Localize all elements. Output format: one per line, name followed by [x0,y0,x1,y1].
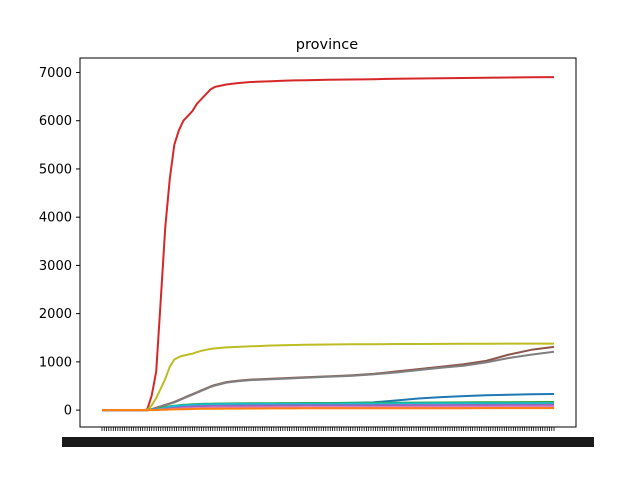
plot-area-frame [79,57,577,428]
series-line-2 [102,342,554,412]
y-axis-ticks: 0 1000 2000 3000 4000 5000 6000 7000 [39,66,80,419]
y-tick-label: 4000 [39,211,72,226]
y-tick-label: 0 [64,404,72,419]
y-tick-label: 6000 [39,114,72,129]
y-tick-label: 3000 [39,259,72,274]
x-tick-labels-overlap [62,437,594,447]
y-tick-label: 7000 [39,66,72,81]
series-line-10 [102,407,554,412]
chart-title: province [296,37,358,53]
y-tick-label: 5000 [39,162,72,177]
series-layer [102,76,555,412]
series-line-1 [102,76,555,412]
y-tick-label: 1000 [39,355,72,370]
y-tick-label: 2000 [39,307,72,322]
x-axis-ticks [62,427,594,447]
series-line-4 [102,350,555,412]
